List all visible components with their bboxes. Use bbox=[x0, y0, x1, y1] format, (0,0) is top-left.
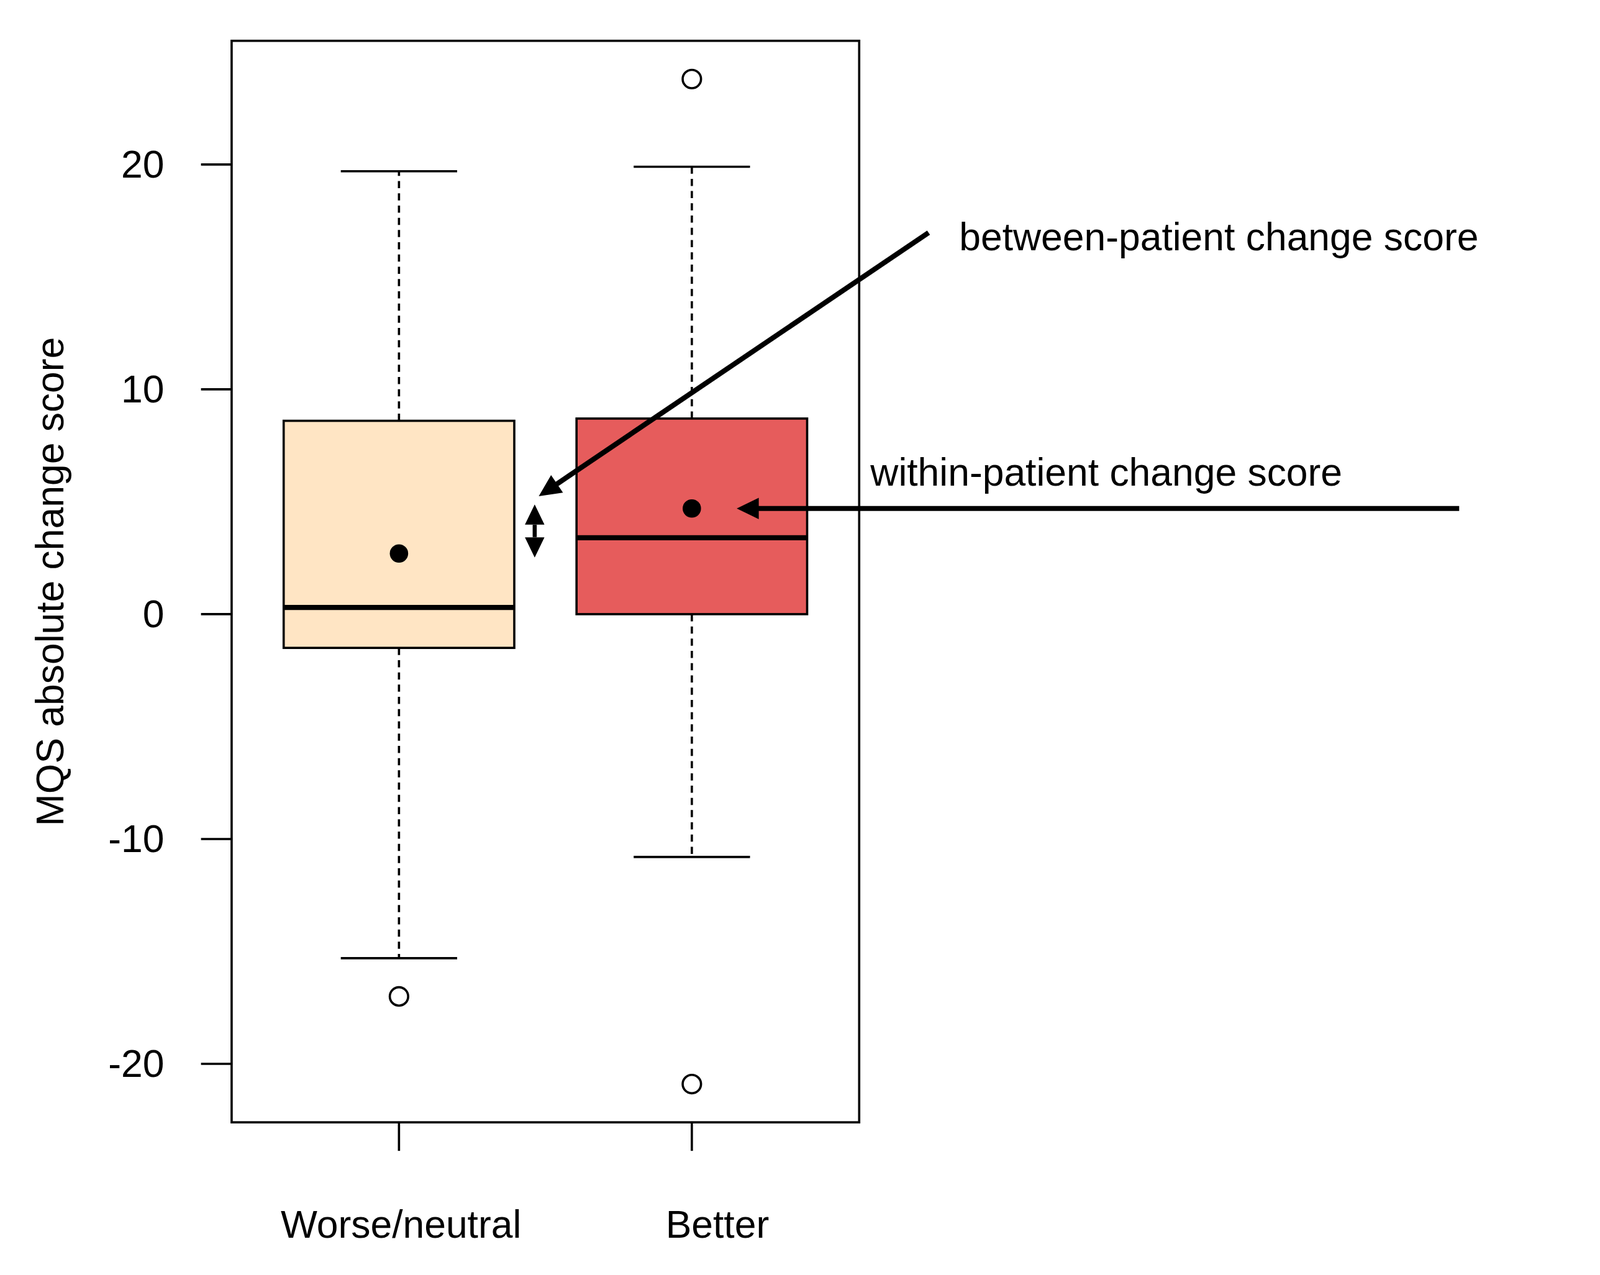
upper-whisker bbox=[398, 171, 401, 422]
mean bbox=[682, 499, 702, 519]
x-tick bbox=[398, 1122, 401, 1151]
annotation: between-patient change score bbox=[959, 214, 1479, 259]
annotation: within-patient change score bbox=[869, 450, 1343, 494]
box bbox=[283, 421, 515, 649]
x-tick-label: Better bbox=[665, 1202, 770, 1246]
y-tick bbox=[201, 388, 232, 391]
whisker-cap bbox=[633, 165, 750, 169]
whisker-cap bbox=[633, 855, 750, 859]
upper-whisker bbox=[690, 166, 694, 419]
y-tick-label: 0 bbox=[142, 591, 165, 636]
y-axis-label: MQS absolute change score bbox=[27, 337, 72, 827]
whisker-cap bbox=[340, 957, 458, 960]
y-tick-label: -10 bbox=[108, 816, 164, 861]
y-tick-label: -20 bbox=[108, 1041, 164, 1086]
y-tick bbox=[201, 1062, 232, 1066]
median bbox=[283, 604, 515, 610]
y-tick-label: 10 bbox=[121, 367, 164, 411]
median bbox=[576, 535, 807, 541]
y-tick bbox=[201, 613, 232, 616]
mean bbox=[390, 544, 409, 563]
mean-difference-arrow bbox=[524, 504, 545, 558]
within-arrow bbox=[736, 498, 1460, 520]
lower-whisker bbox=[690, 614, 694, 858]
lower-whisker bbox=[398, 647, 401, 959]
y-tick-label: 20 bbox=[121, 142, 164, 186]
y-tick bbox=[201, 837, 232, 841]
x-tick bbox=[690, 1122, 694, 1151]
outlier bbox=[682, 1075, 702, 1094]
x-tick-label: Worse/neutral bbox=[280, 1202, 522, 1246]
whisker-cap bbox=[340, 170, 458, 173]
outlier bbox=[682, 69, 702, 89]
chart: -20 -10 0 10 20 Worse/neutral Better MQS absolu… bbox=[0, 0, 1600, 1275]
marks bbox=[283, 69, 808, 1094]
y-tick bbox=[201, 163, 232, 166]
outlier bbox=[390, 987, 409, 1007]
plot-frame bbox=[231, 40, 860, 1123]
